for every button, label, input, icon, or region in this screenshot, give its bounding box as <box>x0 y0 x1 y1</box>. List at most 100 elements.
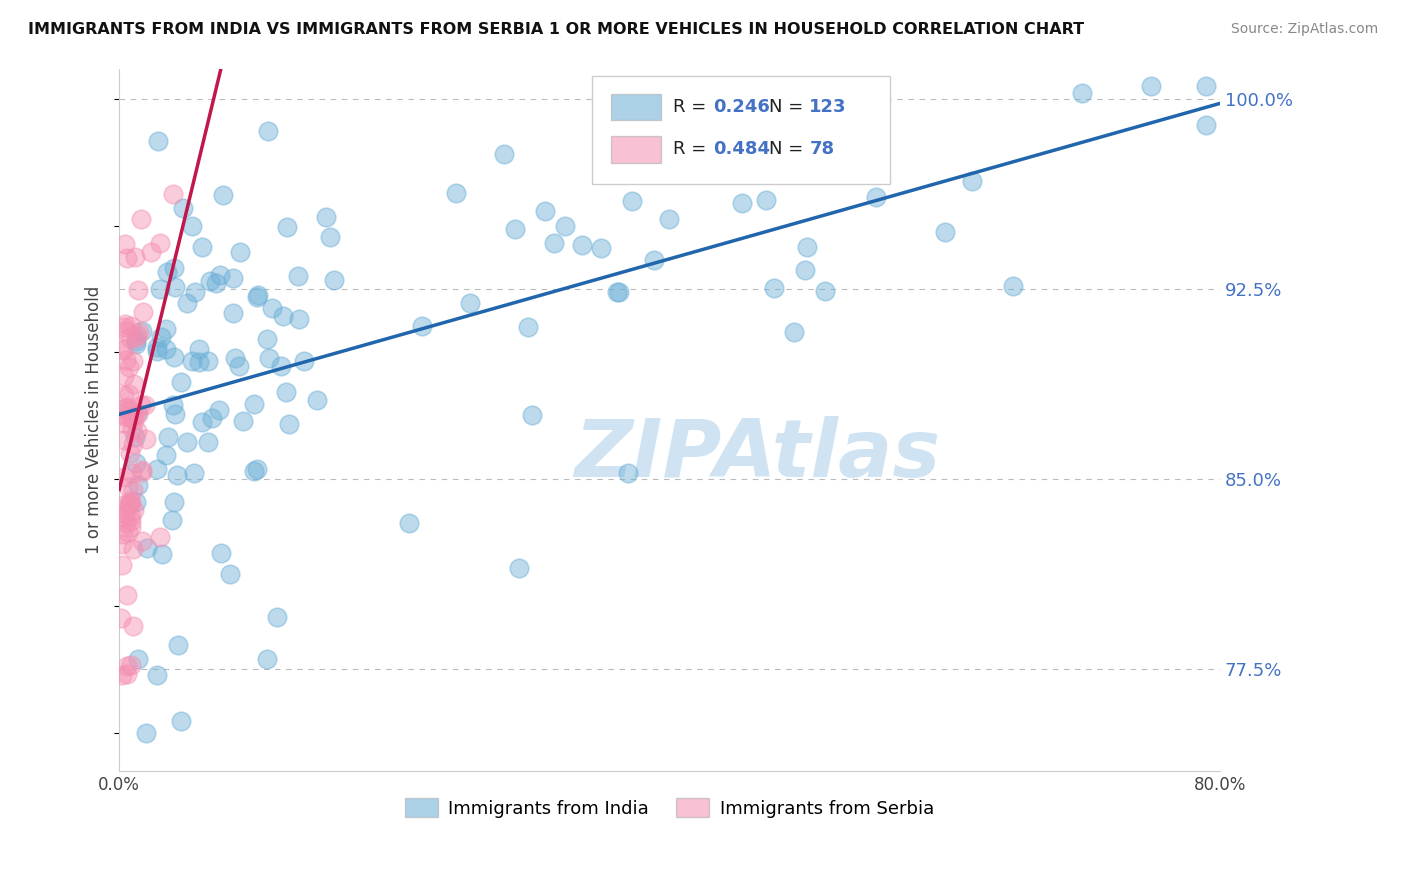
Point <box>492 146 515 161</box>
Point <box>129 398 152 412</box>
Point <box>132 305 155 319</box>
Point <box>146 668 169 682</box>
Point <box>115 658 138 673</box>
Point <box>288 311 311 326</box>
Point <box>256 652 278 666</box>
Point <box>125 424 148 438</box>
Point <box>114 236 136 251</box>
Point <box>508 560 530 574</box>
Point <box>277 417 299 431</box>
Text: IMMIGRANTS FROM INDIA VS IMMIGRANTS FROM SERBIA 1 OR MORE VEHICLES IN HOUSEHOLD : IMMIGRANTS FROM INDIA VS IMMIGRANTS FROM… <box>28 22 1084 37</box>
Point <box>135 726 157 740</box>
Point <box>242 397 264 411</box>
FancyBboxPatch shape <box>612 94 661 120</box>
Point <box>730 196 752 211</box>
Point <box>228 245 250 260</box>
Point <box>163 407 186 421</box>
Point <box>783 325 806 339</box>
Point <box>117 404 139 418</box>
Text: R =: R = <box>673 140 711 158</box>
Point <box>658 212 681 227</box>
Point <box>120 658 142 673</box>
Point <box>169 375 191 389</box>
Point <box>121 466 143 480</box>
Point <box>146 344 169 359</box>
Point <box>112 388 135 402</box>
Point <box>554 219 576 233</box>
Point <box>114 353 136 368</box>
Point <box>146 134 169 148</box>
Point <box>120 498 142 512</box>
Point <box>228 359 250 373</box>
Point <box>125 456 148 470</box>
Point <box>121 353 143 368</box>
Point <box>127 407 149 421</box>
Point <box>127 652 149 666</box>
Point <box>115 667 138 681</box>
Point <box>222 270 245 285</box>
Point <box>319 230 342 244</box>
Point <box>176 296 198 310</box>
Point <box>125 330 148 344</box>
Point <box>245 461 267 475</box>
Point <box>294 354 316 368</box>
Point <box>520 408 543 422</box>
Point <box>114 469 136 483</box>
Point <box>111 527 134 541</box>
Point <box>112 433 135 447</box>
Point <box>125 328 148 343</box>
Point <box>170 714 193 729</box>
Point <box>184 285 207 299</box>
Point <box>120 520 142 534</box>
Point <box>398 516 420 531</box>
Point <box>120 495 142 509</box>
Text: 0.484: 0.484 <box>713 140 770 158</box>
Point <box>135 432 157 446</box>
Point <box>259 351 281 365</box>
Point <box>271 309 294 323</box>
Point <box>110 610 132 624</box>
Point <box>222 306 245 320</box>
Point <box>128 325 150 339</box>
Y-axis label: 1 or more Vehicles in Household: 1 or more Vehicles in Household <box>86 285 103 554</box>
Point <box>198 274 221 288</box>
Point <box>305 393 328 408</box>
Point <box>115 410 138 425</box>
Point <box>145 462 167 476</box>
Point <box>127 478 149 492</box>
Point <box>131 465 153 479</box>
Point <box>112 507 135 521</box>
Point <box>242 464 264 478</box>
Point <box>115 400 138 414</box>
Point <box>112 343 135 357</box>
Point <box>794 263 817 277</box>
Point <box>727 165 749 179</box>
Point <box>212 188 235 202</box>
Point <box>112 510 135 524</box>
Point <box>111 498 134 512</box>
Point <box>176 435 198 450</box>
Point <box>589 241 612 255</box>
Point <box>131 463 153 477</box>
FancyBboxPatch shape <box>592 76 890 185</box>
Point <box>112 416 135 430</box>
Point <box>114 324 136 338</box>
Point <box>120 318 142 333</box>
Text: 123: 123 <box>810 98 846 116</box>
Point <box>122 619 145 633</box>
Point <box>617 467 640 481</box>
Point <box>1071 86 1094 100</box>
Point <box>256 124 278 138</box>
Point <box>163 494 186 508</box>
Point <box>960 174 983 188</box>
Point <box>246 290 269 304</box>
Point <box>162 187 184 202</box>
Point <box>763 281 786 295</box>
Point <box>115 588 138 602</box>
Point <box>323 273 346 287</box>
Point <box>118 497 141 511</box>
Point <box>274 385 297 400</box>
Point <box>122 377 145 392</box>
Point <box>122 409 145 423</box>
Point <box>209 546 232 560</box>
